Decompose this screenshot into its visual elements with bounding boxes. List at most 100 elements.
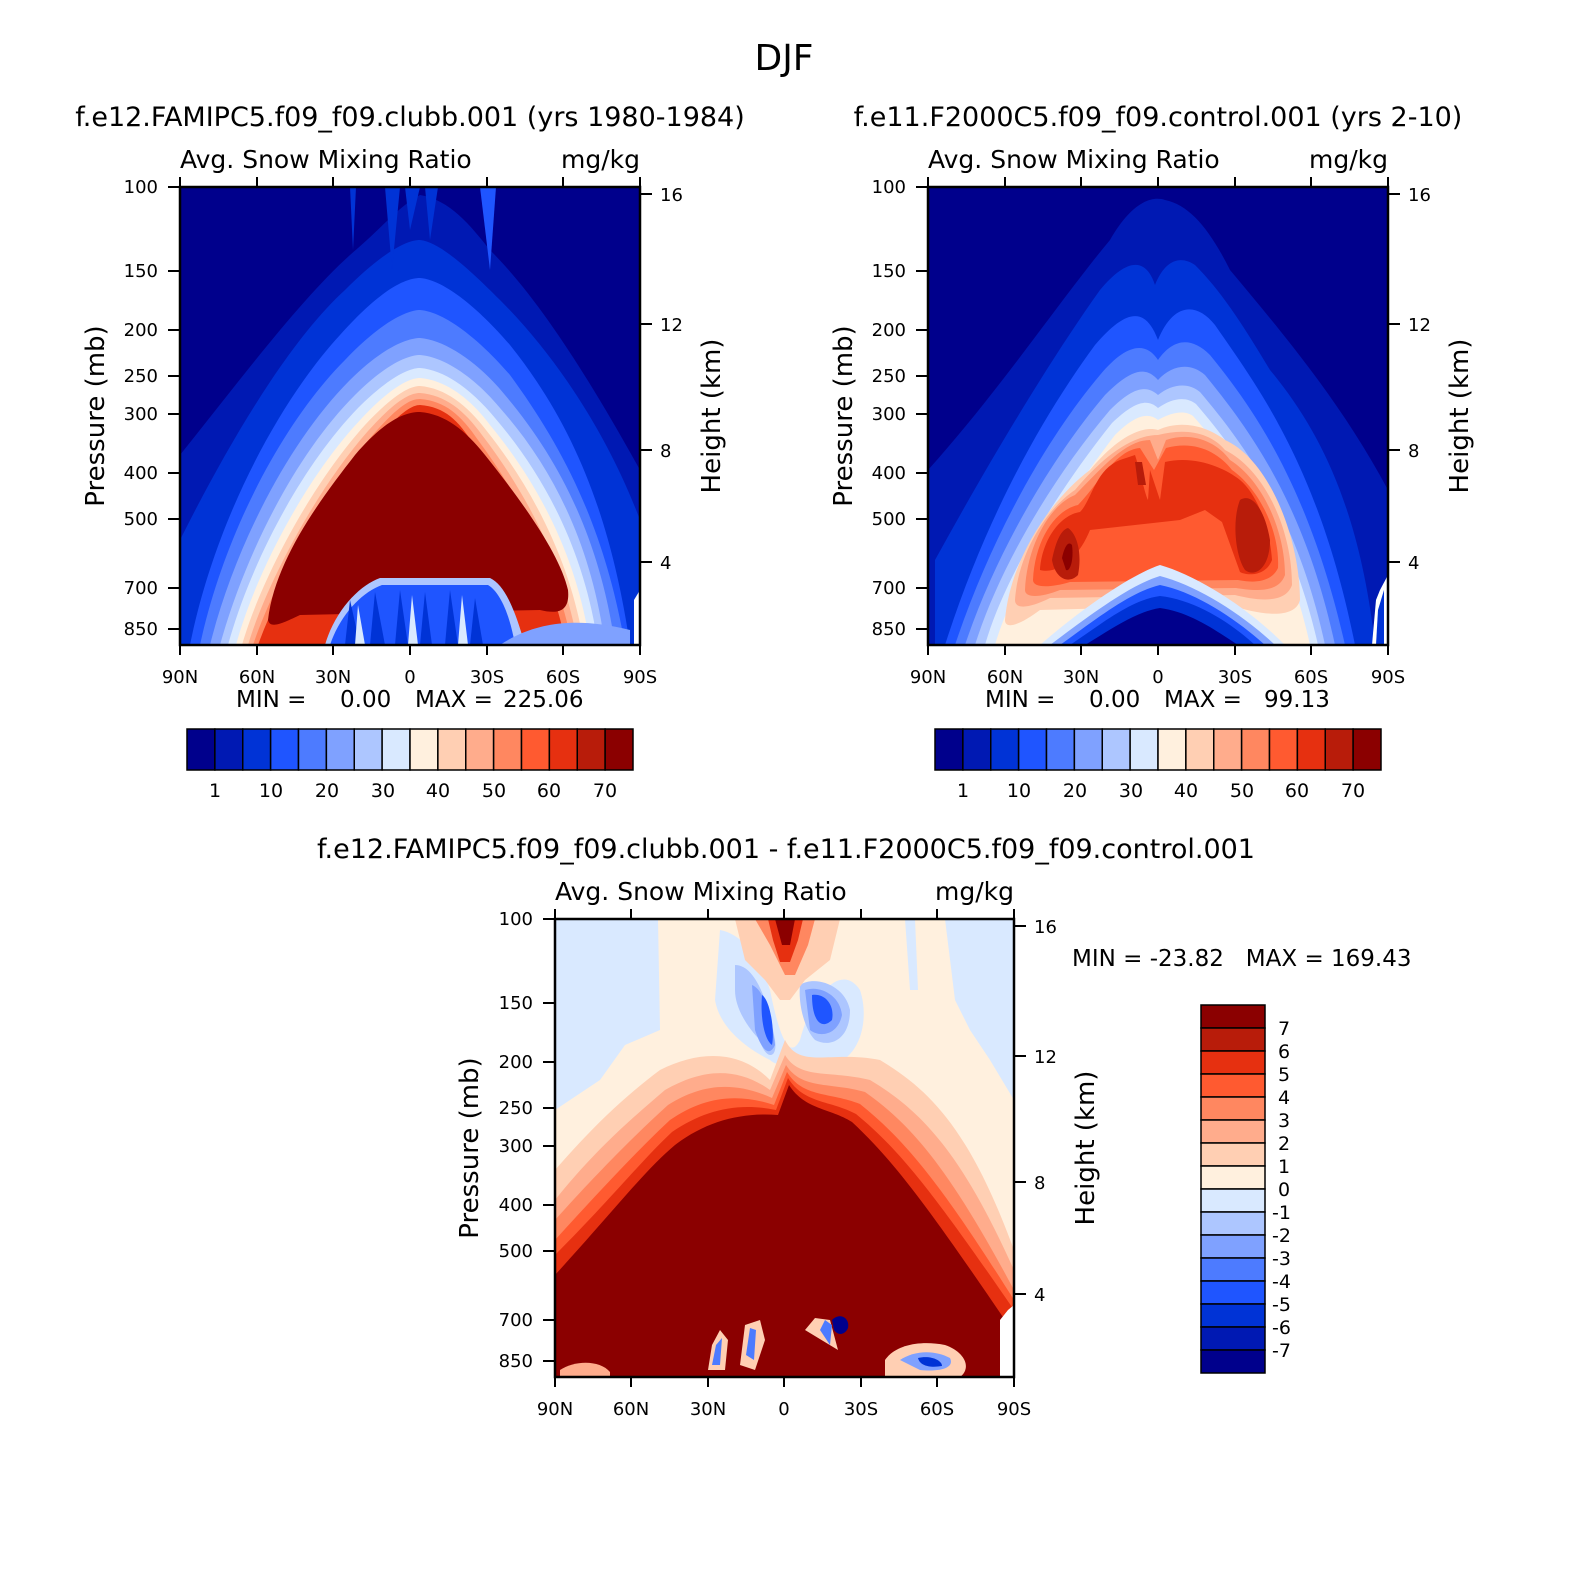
x-tick-label: 30S xyxy=(470,667,504,688)
colorbar-swatch xyxy=(1352,728,1382,771)
y-tick-label: 500 xyxy=(124,509,158,530)
y-tick-label: 100 xyxy=(124,177,158,198)
max-label: MAX = xyxy=(415,687,493,713)
max-value: 225.06 xyxy=(503,687,583,713)
panel-bottom-units: mg/kg xyxy=(935,877,1014,906)
panel-left-units: mg/kg xyxy=(561,145,640,174)
colorbar-label: 20 xyxy=(315,780,339,802)
y-tick-label: 850 xyxy=(872,619,906,640)
y2-tick-label: 16 xyxy=(1408,185,1431,206)
panel-left-colorbar xyxy=(186,728,634,771)
colorbar-swatch xyxy=(381,728,411,771)
colorbar-swatch xyxy=(269,728,300,771)
colorbar-swatch xyxy=(934,728,964,771)
min-label: MIN = xyxy=(985,687,1055,713)
colorbar-swatch xyxy=(1073,728,1103,771)
y2-tick-label: 16 xyxy=(1034,917,1057,938)
colorbar-label: 70 xyxy=(1341,780,1365,802)
y-tick-label: 500 xyxy=(499,1241,533,1262)
colorbar-label: -6 xyxy=(1272,1317,1291,1339)
colorbar-label: 40 xyxy=(1174,780,1198,802)
colorbar-swatch xyxy=(1200,1349,1266,1374)
panel-left-y2-axis: 16 12 8 4 xyxy=(660,185,683,574)
colorbar-swatch xyxy=(1200,1165,1266,1190)
x-tick-label: 0 xyxy=(1152,667,1163,688)
y-tick-label: 150 xyxy=(124,261,158,282)
panel-bottom-x-axis: 90N 60N 30N 0 30S 60S 90S xyxy=(537,1399,1031,1420)
colorbar-swatch xyxy=(1129,728,1159,771)
panel-right-variable: Avg. Snow Mixing Ratio xyxy=(928,145,1220,174)
colorbar-swatch xyxy=(1200,1234,1266,1259)
colorbar-swatch xyxy=(325,728,355,771)
colorbar-swatch xyxy=(604,728,634,771)
colorbar-label: 1 xyxy=(957,780,969,802)
panel-right-minmax: MIN = 0.00 MAX = 99.13 xyxy=(985,687,1330,713)
colorbar-label: 50 xyxy=(1230,780,1254,802)
y-tick-label: 850 xyxy=(499,1351,533,1372)
colorbar-swatch xyxy=(186,728,216,771)
min-label: MIN = xyxy=(236,687,306,713)
y-tick-label: 100 xyxy=(499,909,533,930)
y-tick-label: 200 xyxy=(499,1052,533,1073)
x-tick-label: 60N xyxy=(987,667,1023,688)
x-tick-label: 0 xyxy=(778,1399,789,1420)
x-tick-label: 0 xyxy=(404,667,415,688)
panel-left-y-axis: 100 150 200 250 300 400 500 700 850 xyxy=(124,177,158,640)
page-title: DJF xyxy=(754,38,813,79)
y-tick-label: 150 xyxy=(499,993,533,1014)
x-tick-label: 90N xyxy=(162,667,198,688)
panel-bottom-x-ticks xyxy=(554,909,1015,1387)
y-tick-label: 100 xyxy=(872,177,906,198)
panel-bottom-colorbar xyxy=(1200,1004,1266,1374)
panel-right-colorbar xyxy=(934,728,1382,771)
y2-tick-label: 4 xyxy=(660,553,671,574)
x-tick-label: 90S xyxy=(1371,667,1405,688)
colorbar-swatch xyxy=(1200,1280,1266,1305)
panel-right-x-ticks xyxy=(927,177,1389,655)
panel-right-field xyxy=(928,187,1388,645)
colorbar-label: 20 xyxy=(1063,780,1087,802)
x-tick-label: 90N xyxy=(910,667,946,688)
colorbar-label: 2 xyxy=(1278,1133,1290,1155)
y2-tick-label: 8 xyxy=(1034,1173,1045,1194)
colorbar-swatch xyxy=(1296,728,1326,771)
panel-bottom-title: f.e12.FAMIPC5.f09_f09.clubb.001 - f.e11.… xyxy=(317,834,1255,865)
colorbar-swatch xyxy=(1200,1142,1266,1167)
x-tick-label: 30N xyxy=(315,667,351,688)
y-tick-label: 300 xyxy=(499,1136,533,1157)
panel-right-y-ticks xyxy=(916,186,1400,630)
panel-bottom-field xyxy=(555,919,1014,1377)
x-tick-label: 30N xyxy=(1063,667,1099,688)
y2-tick-label: 8 xyxy=(1408,441,1419,462)
x-tick-label: 60S xyxy=(1294,667,1328,688)
colorbar-swatch xyxy=(576,728,606,771)
colorbar-swatch xyxy=(1324,728,1354,771)
colorbar-swatch xyxy=(1200,1073,1266,1098)
y2-tick-label: 12 xyxy=(1034,1047,1057,1068)
colorbar-swatch xyxy=(1200,1004,1266,1029)
colorbar-swatch xyxy=(1268,728,1299,771)
colorbar-swatch xyxy=(1200,1211,1266,1236)
colorbar-swatch xyxy=(1200,1119,1266,1144)
min-value: 0.00 xyxy=(1089,687,1140,713)
panel-left-y-label: Pressure (mb) xyxy=(81,325,111,506)
panel-right-y-label: Pressure (mb) xyxy=(829,325,859,506)
colorbar-label: -1 xyxy=(1272,1202,1291,1224)
max-value: 99.13 xyxy=(1264,687,1330,713)
x-tick-label: 30N xyxy=(690,1399,726,1420)
colorbar-swatch xyxy=(242,728,272,771)
y2-tick-label: 12 xyxy=(660,315,683,336)
panel-right: f.e11.F2000C5.f09_f09.control.001 (yrs 2… xyxy=(829,102,1475,802)
colorbar-swatch xyxy=(1200,1303,1266,1328)
panel-right-y2-label: Height (km) xyxy=(1445,339,1475,494)
colorbar-swatch xyxy=(353,728,383,771)
panel-left-variable: Avg. Snow Mixing Ratio xyxy=(180,145,472,174)
panel-left-colorbar-labels: 1 10 20 30 40 50 60 70 xyxy=(209,780,617,802)
y-tick-label: 250 xyxy=(872,366,906,387)
x-tick-label: 90N xyxy=(537,1399,573,1420)
colorbar-label: -4 xyxy=(1272,1271,1291,1293)
colorbar-label: 4 xyxy=(1278,1087,1290,1109)
colorbar-swatch xyxy=(1200,1326,1266,1351)
y2-tick-label: 4 xyxy=(1034,1285,1045,1306)
colorbar-swatch xyxy=(1200,1096,1266,1121)
